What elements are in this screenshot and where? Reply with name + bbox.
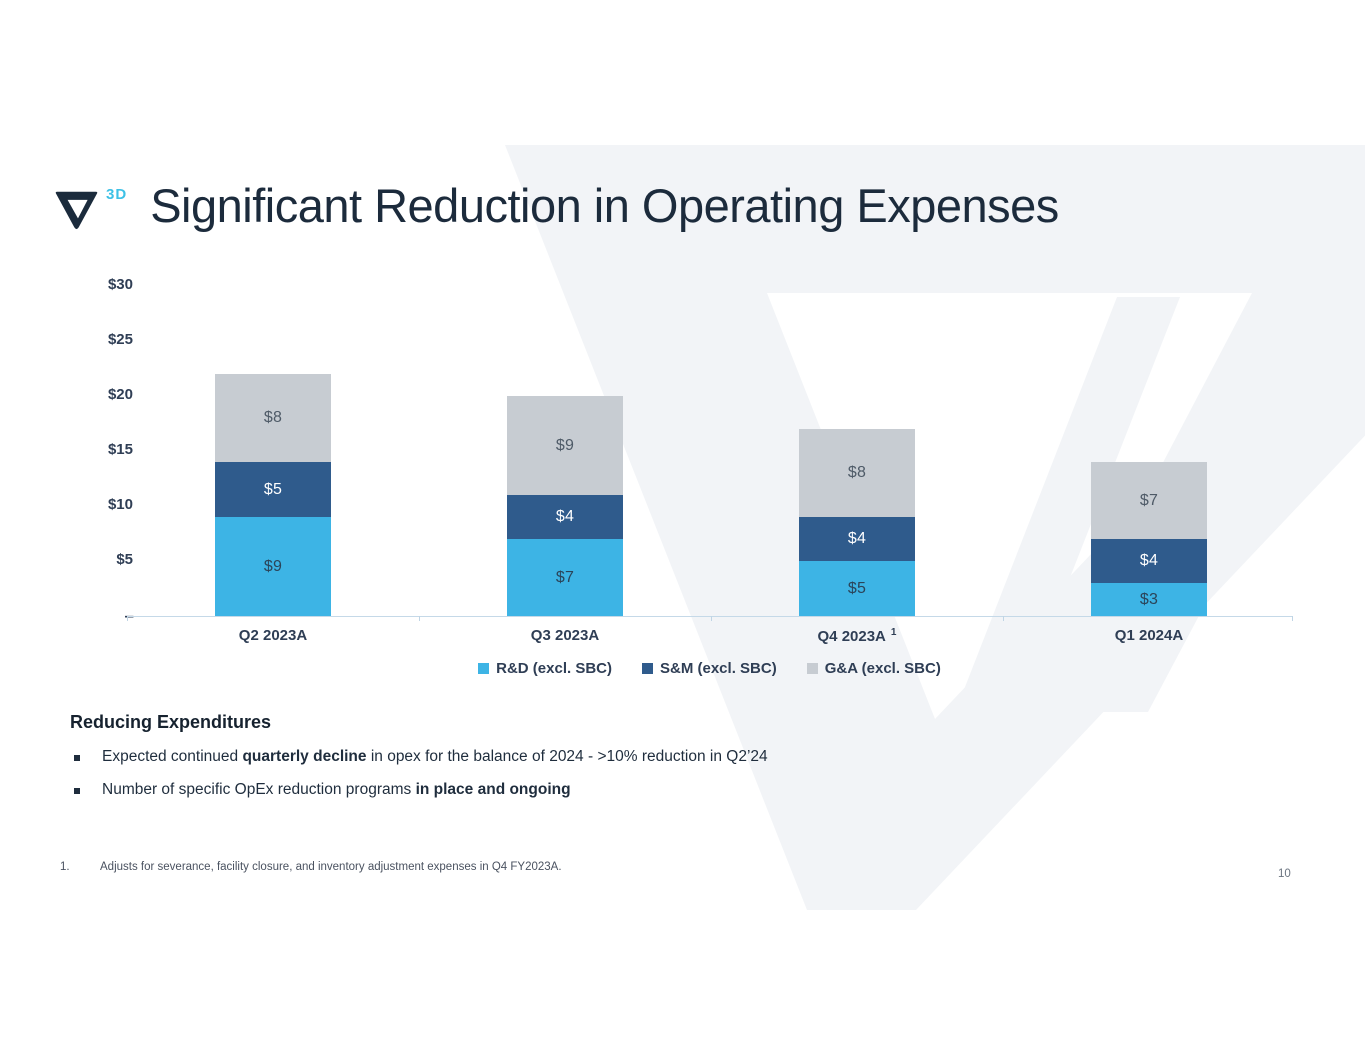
bar-value-label: $4: [1139, 552, 1159, 569]
bullet-text: Number of specific OpEx reduction progra…: [102, 780, 571, 798]
y-axis-tick-label: –: [58, 606, 134, 626]
bar-segment: $9: [215, 517, 331, 616]
page-title: Significant Reduction in Operating Expen…: [150, 179, 1059, 232]
legend-label: G&A (excl. SBC): [824, 660, 941, 677]
x-axis-category-label: Q3 2023A: [530, 627, 600, 644]
bar-value-label: $3: [1139, 590, 1159, 608]
bar-value-label: $8: [847, 464, 867, 481]
axis-tick: [127, 616, 128, 621]
legend-swatch: [806, 663, 818, 674]
bar-segment: $4: [507, 495, 623, 539]
bar-value-label: $7: [1139, 491, 1159, 509]
bar-segment: $7: [507, 539, 623, 616]
axis-tick: [1292, 616, 1293, 621]
bar-segment: $7: [1091, 462, 1207, 539]
bar-value-label: $4: [555, 508, 575, 525]
page-number: 10: [1278, 868, 1291, 880]
axis-tick: [1003, 616, 1004, 621]
bar-segment: $5: [215, 462, 331, 517]
bar-value-label: $8: [263, 409, 283, 426]
bar-value-label: $9: [555, 436, 575, 454]
bullet-item: Expected continued quarterly decline in …: [74, 748, 1074, 767]
legend-swatch: [478, 663, 490, 674]
bullet-list: Expected continued quarterly decline in …: [74, 748, 1074, 813]
bar-segment: $4: [799, 517, 915, 561]
legend-swatch: [642, 663, 653, 674]
footnote-marker: 1: [890, 627, 897, 638]
bar-value-label: $7: [555, 568, 575, 586]
footnote-text: Adjusts for severance, facility closure,…: [100, 861, 562, 873]
bar-value-label: $4: [847, 530, 867, 547]
y-axis-tick-label: $25: [107, 331, 133, 348]
y-axis-tick-label: $30: [107, 276, 133, 293]
axis-tick: [711, 616, 712, 621]
bullet-square-icon: [74, 787, 80, 794]
y-axis-tick-label: $20: [107, 386, 133, 403]
bullet-text: Expected continued quarterly decline in …: [102, 748, 768, 765]
bar-segment: $9: [507, 396, 623, 495]
bar-segment: $8: [215, 374, 331, 462]
brand-logo-icon: [55, 191, 98, 230]
legend-item: R&D (excl. SBC): [478, 660, 612, 677]
bar-segment: $5: [799, 561, 915, 616]
bullet-square-icon: [74, 755, 80, 761]
bullet-item: Number of specific OpEx reduction progra…: [74, 781, 1074, 800]
y-axis-tick-label: $5: [116, 551, 133, 568]
x-axis-category-label: Q1 2024A: [1114, 627, 1184, 644]
y-axis-tick-label: $15: [107, 441, 133, 458]
legend-item: S&M (excl. SBC): [642, 660, 777, 677]
bar-segment: $4: [1091, 539, 1207, 583]
axis-tick: [419, 616, 420, 621]
x-axis-line: [127, 616, 1292, 617]
bar-value-label: $5: [263, 480, 283, 498]
y-axis-tick-label: $10: [107, 496, 133, 513]
bar-value-label: $5: [847, 579, 867, 597]
legend: R&D (excl. SBC) S&M (excl. SBC) G&A (excl.…: [127, 660, 1292, 677]
section-heading: Reducing Expenditures: [70, 712, 272, 732]
brand-3d-label: 3D: [106, 186, 128, 203]
legend-label: R&D (excl. SBC): [496, 660, 612, 677]
header: 3D Significant Reduction in Operating Ex…: [55, 179, 1059, 234]
bar-segment: $8: [799, 429, 915, 517]
bar-value-label: $9: [263, 557, 283, 575]
bar-segment: $3: [1091, 583, 1207, 616]
legend-label: S&M (excl. SBC): [660, 660, 777, 677]
footnote: 1. Adjusts for severance, facility closu…: [60, 861, 562, 873]
legend-item: G&A (excl. SBC): [806, 660, 941, 677]
x-axis-category-label: Q4 2023A 1: [817, 627, 897, 645]
footnote-index: 1.: [60, 861, 70, 873]
x-axis-category-label: Q2 2023A: [238, 627, 308, 644]
